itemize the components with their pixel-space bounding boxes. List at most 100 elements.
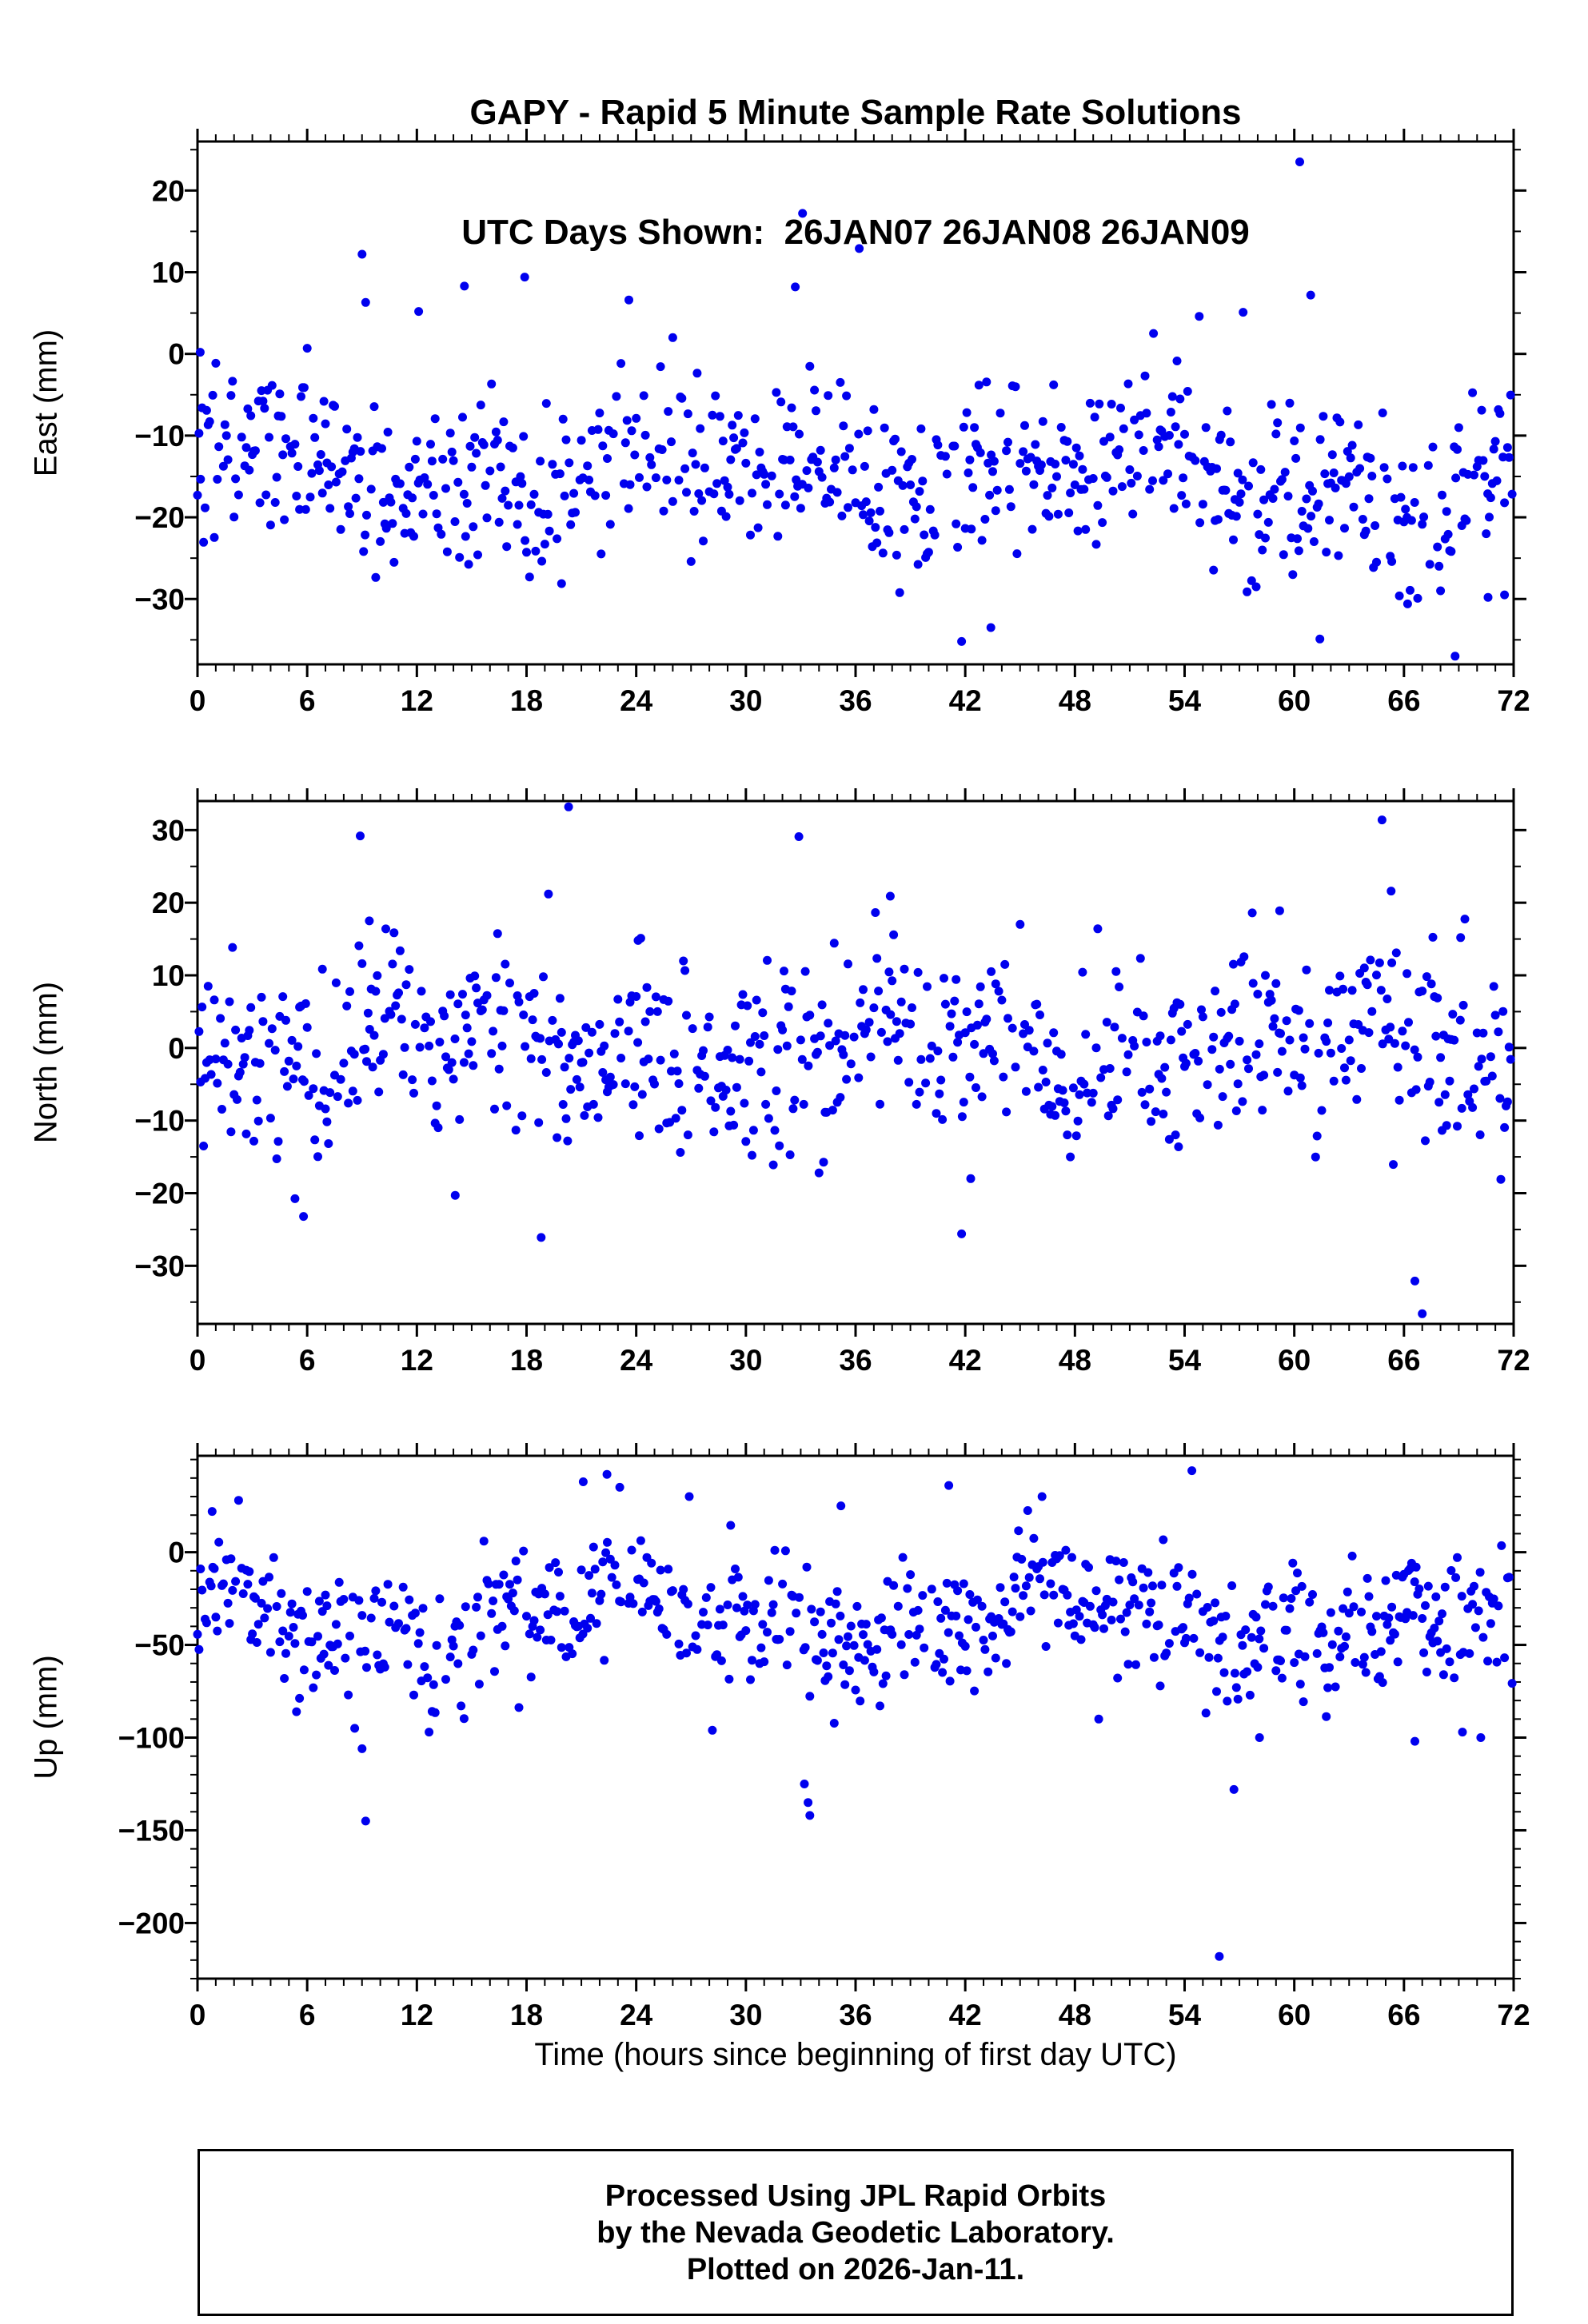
data-point: [1053, 1618, 1063, 1628]
data-point: [430, 414, 440, 424]
data-point: [664, 407, 673, 417]
data-point: [522, 1612, 531, 1621]
data-point: [1096, 1073, 1106, 1082]
data-point: [630, 1082, 640, 1091]
data-point: [1504, 1573, 1514, 1582]
data-point: [1270, 484, 1279, 494]
data-point: [477, 1005, 487, 1015]
data-point: [388, 519, 397, 528]
data-point: [810, 1617, 820, 1627]
data-point: [876, 1613, 886, 1623]
data-point: [1135, 954, 1145, 963]
data-point: [1309, 537, 1319, 546]
data-point: [679, 956, 688, 966]
data-point: [732, 1082, 741, 1092]
data-point: [435, 1594, 445, 1604]
data-point: [430, 1708, 440, 1717]
data-point: [345, 987, 354, 996]
data-point-outlier: [356, 831, 365, 841]
data-point: [869, 405, 879, 414]
data-point: [1219, 1668, 1229, 1677]
data-point: [1038, 1066, 1047, 1074]
data-point: [1041, 1078, 1051, 1086]
data-point: [330, 1666, 339, 1675]
data-point: [760, 1031, 769, 1040]
data-point: [832, 488, 842, 497]
data-point: [1175, 394, 1185, 404]
data-point: [1394, 1095, 1404, 1105]
data-point: [1425, 560, 1434, 569]
data-point: [1167, 392, 1177, 401]
data-point: [1081, 524, 1091, 534]
data-point-outlier: [1458, 1728, 1467, 1737]
data-point: [519, 1546, 529, 1556]
data-point: [536, 1625, 545, 1635]
data-point: [669, 1049, 679, 1058]
data-point: [1401, 1041, 1410, 1050]
data-point: [1255, 1039, 1264, 1049]
data-point: [1108, 486, 1118, 496]
data-point: [267, 381, 277, 390]
data-point: [812, 1047, 822, 1057]
data-point: [1325, 1663, 1334, 1672]
data-point: [1003, 437, 1012, 447]
data-point: [1172, 1581, 1182, 1591]
data-point: [1276, 1656, 1285, 1665]
data-point: [1235, 497, 1244, 507]
data-point: [824, 391, 833, 401]
data-point: [970, 1039, 980, 1049]
data-point: [445, 990, 455, 999]
data-point: [1288, 1558, 1298, 1568]
data-point: [1438, 490, 1446, 500]
data-point: [560, 1062, 569, 1072]
data-point: [580, 1110, 589, 1120]
data-point: [339, 1595, 349, 1604]
data-point: [763, 955, 772, 965]
data-point: [965, 1072, 975, 1082]
data-point: [1198, 1012, 1207, 1022]
data-point: [1061, 1106, 1071, 1116]
data-point: [1041, 1642, 1051, 1651]
data-point: [662, 475, 672, 484]
data-point: [389, 928, 399, 938]
data-point: [607, 1573, 616, 1582]
data-point: [1021, 1086, 1031, 1096]
data-point: [1428, 442, 1438, 452]
data-point: [1251, 1050, 1261, 1059]
data-point: [496, 462, 505, 472]
data-point: [1049, 1028, 1059, 1038]
data-point: [1120, 1627, 1130, 1636]
data-point: [959, 1098, 968, 1107]
data-point-outlier: [668, 333, 677, 342]
data-point: [497, 1041, 507, 1050]
data-point: [804, 1061, 813, 1070]
data-point-outlier: [207, 1507, 217, 1517]
data-point: [1277, 475, 1287, 484]
y-tick-label: 20: [152, 887, 185, 919]
x-tick-label: 60: [1278, 1344, 1311, 1377]
data-point: [800, 967, 810, 976]
data-point: [829, 463, 839, 472]
data-point: [299, 1077, 309, 1086]
data-point: [1157, 1581, 1167, 1590]
data-point: [703, 1022, 712, 1032]
data-point: [269, 1553, 278, 1562]
data-point: [1442, 1644, 1451, 1653]
data-point: [691, 460, 700, 469]
data-point: [622, 416, 632, 425]
data-point: [313, 1152, 322, 1162]
data-point: [755, 448, 764, 456]
data-point: [381, 524, 391, 533]
data-point: [223, 1598, 233, 1608]
data-point: [1043, 491, 1052, 500]
data-point: [1357, 1064, 1366, 1073]
data-point: [947, 1009, 956, 1018]
data-point: [886, 1010, 896, 1019]
data-point: [1347, 1551, 1357, 1561]
data-point: [585, 1048, 594, 1058]
data-point: [561, 435, 571, 444]
data-point: [1085, 1601, 1095, 1611]
data-point: [1502, 1097, 1512, 1106]
data-point: [871, 908, 880, 917]
data-point: [356, 447, 365, 456]
